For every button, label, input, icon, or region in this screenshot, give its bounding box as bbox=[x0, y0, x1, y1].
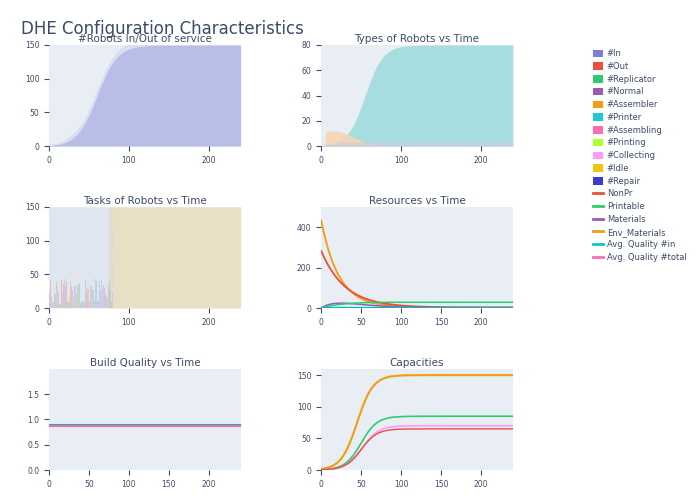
Text: DHE Configuration Characteristics: DHE Configuration Characteristics bbox=[21, 20, 304, 38]
Title: #Robots In/Out of service: #Robots In/Out of service bbox=[78, 34, 212, 44]
Title: Resources vs Time: Resources vs Time bbox=[369, 196, 466, 206]
Title: Types of Robots vs Time: Types of Robots vs Time bbox=[354, 34, 480, 44]
Title: Capacities: Capacities bbox=[390, 358, 444, 368]
Title: Build Quality vs Time: Build Quality vs Time bbox=[90, 358, 200, 368]
Legend: #In, #Out, #Replicator, #Normal, #Assembler, #Printer, #Assembling, #Printing, #: #In, #Out, #Replicator, #Normal, #Assemb… bbox=[592, 49, 687, 262]
Title: Tasks of Robots vs Time: Tasks of Robots vs Time bbox=[83, 196, 206, 206]
